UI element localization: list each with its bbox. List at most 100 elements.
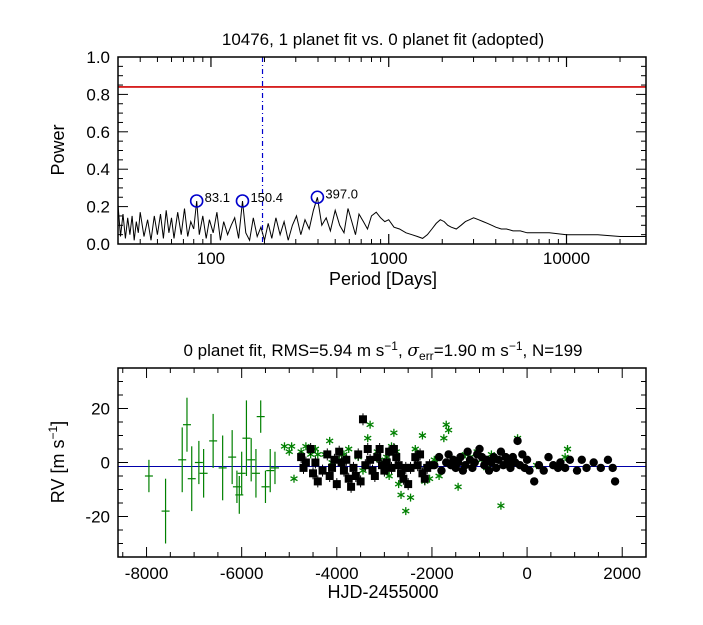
rv-point-circle <box>518 450 527 459</box>
rv-point-circle <box>525 466 534 475</box>
rv-point-circle <box>530 477 539 486</box>
rv-point-errorbar <box>247 438 256 482</box>
rv-point-errorbar <box>251 449 260 498</box>
rv-point-circle <box>491 463 501 473</box>
rv-point-circle <box>437 466 446 475</box>
rv-point-asterisk <box>280 442 289 451</box>
rv-point-square <box>330 453 339 466</box>
periodogram-panel: 10476, 1 planet fit vs. 0 planet fit (ad… <box>48 30 647 289</box>
rv-point-asterisk <box>444 426 453 435</box>
rv-point-square <box>301 456 310 469</box>
rv-point-square <box>413 459 422 472</box>
rv-x-tick-label: 0 <box>522 564 531 583</box>
periodogram-x-axis-label: Period [Days] <box>329 269 437 289</box>
rv-point-errorbar <box>161 478 170 544</box>
rv-point-asterisk <box>287 442 296 451</box>
rv-point-asterisk <box>394 480 403 489</box>
rv-point-circle <box>608 463 617 473</box>
periodogram-y-tick-label: 0.0 <box>86 235 110 254</box>
rv-point-circle <box>534 461 544 470</box>
rv-point-circle <box>430 461 439 470</box>
periodogram-peak-marker <box>235 194 250 208</box>
rv-point-square <box>366 453 375 466</box>
rv-point-errorbar <box>209 413 218 468</box>
rv-point-asterisk <box>454 482 462 491</box>
periodogram-x-tick-label: 10000 <box>543 249 590 268</box>
rv-point-circle <box>496 447 506 456</box>
periodogram-series-line <box>117 197 646 242</box>
periodogram-y-tick-label: 0.8 <box>86 85 110 104</box>
rv-point-circle <box>461 461 470 470</box>
rv-point-square <box>373 451 382 464</box>
rv-point-square <box>385 445 394 458</box>
rv-point-square <box>356 475 365 488</box>
rv-point-square <box>363 443 372 455</box>
rv-point-square <box>311 456 320 469</box>
rv-point-circle <box>603 455 613 464</box>
rv-point-square <box>342 453 351 466</box>
rv-point-square <box>382 456 391 469</box>
rv-point-errorbar <box>144 459 153 493</box>
periodogram-peak-label: 83.1 <box>205 190 230 205</box>
rv-point-square <box>354 448 363 461</box>
rv-x-tick-label: -2000 <box>410 564 453 583</box>
rv-point-square <box>309 467 318 480</box>
periodogram-y-tick-label: 0.4 <box>86 160 110 179</box>
rv-point-asterisk <box>401 507 410 516</box>
rv-point-errorbar <box>228 430 237 485</box>
rv-point-circle <box>484 466 494 475</box>
rv-point-square <box>351 470 360 482</box>
rv-point-circle <box>610 477 620 486</box>
rv-x-axis-label: HJD-2455000 <box>327 582 438 602</box>
periodogram-peak-label: 150.4 <box>250 190 283 205</box>
rv-point-square <box>411 451 420 464</box>
rv-point-square <box>344 472 353 485</box>
rv-point-square <box>370 470 379 482</box>
rv-point-asterisk <box>325 436 334 445</box>
periodogram-y-axis-label: Power <box>48 124 68 175</box>
rv-point-circle <box>456 452 465 462</box>
rv-point-asterisk <box>285 447 294 456</box>
rv-title: 0 planet fit, RMS=5.94 m s−1, σerr=1.90 … <box>183 339 582 363</box>
rv-point-circle <box>434 452 444 462</box>
rv-point-square <box>339 464 348 477</box>
rv-point-asterisk <box>366 420 374 429</box>
periodogram-title: 10476, 1 planet fit vs. 0 planet fit (ad… <box>222 30 544 49</box>
rv-point-square <box>332 478 341 491</box>
rv-point-circle <box>582 463 591 473</box>
rv-point-circle <box>572 466 582 475</box>
rv-point-circle <box>560 463 570 473</box>
rv-point-circle <box>539 466 548 475</box>
rv-point-asterisk <box>363 434 372 443</box>
periodogram-peak-marker <box>310 190 325 205</box>
rv-point-square <box>404 478 413 491</box>
rv-point-asterisk <box>397 490 405 499</box>
rv-point-square <box>425 459 434 472</box>
periodogram-peak-marker <box>189 194 204 208</box>
rv-y-tick-label: -20 <box>85 508 110 527</box>
rv-point-square <box>380 464 389 477</box>
rv-point-square <box>318 464 327 477</box>
rv-point-square <box>358 413 367 426</box>
rv-point-square <box>401 461 410 474</box>
rv-y-tick-label: 20 <box>91 400 110 419</box>
rv-point-asterisk <box>390 428 398 437</box>
rv-point-errorbar <box>242 400 251 476</box>
periodogram-x-tick-label: 1000 <box>370 249 408 268</box>
rv-point-errorbar <box>178 427 187 493</box>
rv-point-square <box>297 451 306 464</box>
rv-point-errorbar <box>237 451 246 495</box>
rv-point-errorbar <box>261 470 270 503</box>
rv-point-square <box>323 448 332 461</box>
rv-point-asterisk <box>418 431 427 440</box>
rv-point-square <box>335 445 344 458</box>
rv-x-tick-label: 2000 <box>603 564 641 583</box>
rv-point-circle <box>577 455 586 464</box>
rv-point-circle <box>463 447 472 456</box>
rv-point-circle <box>556 458 565 467</box>
rv-frame <box>117 367 647 558</box>
rv-point-errorbar <box>199 449 208 498</box>
rv-point-square <box>416 448 425 461</box>
periodogram-y-tick-label: 0.6 <box>86 123 110 142</box>
rv-point-errorbar <box>266 449 275 493</box>
